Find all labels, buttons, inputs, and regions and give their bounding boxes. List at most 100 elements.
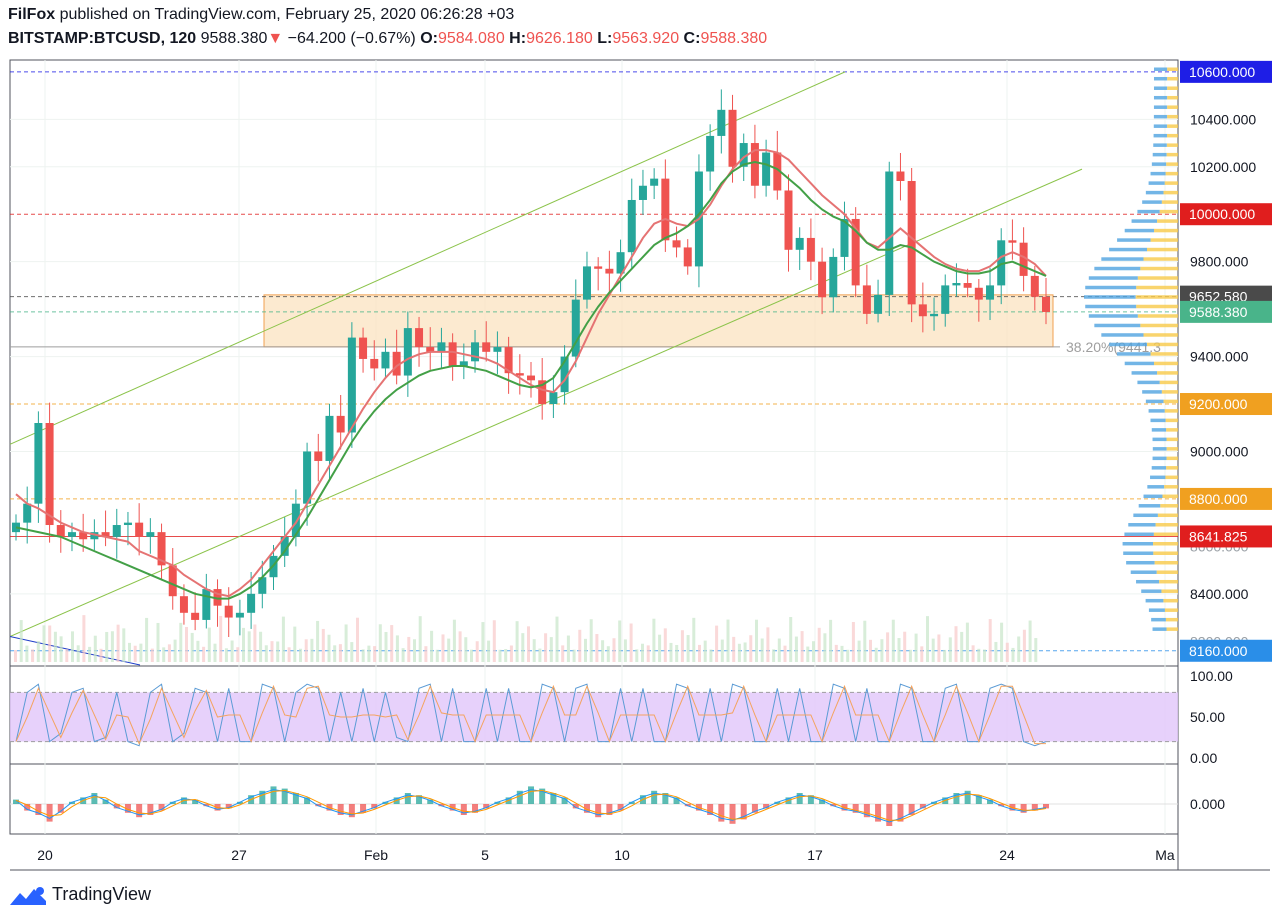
volume-profile-bar <box>1131 219 1158 223</box>
candle-body <box>179 596 188 613</box>
price-tick-label: 10200.000 <box>1190 159 1256 175</box>
volume-bar <box>321 628 325 662</box>
volume-bar <box>110 631 114 662</box>
volume-bar <box>857 640 861 662</box>
candle-body <box>34 423 43 504</box>
volume-bar <box>509 645 513 662</box>
candle-body <box>582 266 591 300</box>
volume-bar <box>960 631 964 662</box>
volume-bar <box>344 624 348 662</box>
candle-body <box>773 152 782 191</box>
volume-bar <box>737 643 741 662</box>
volume-bar <box>777 638 781 662</box>
volume-bar <box>618 620 622 662</box>
volume-profile-bar <box>1159 579 1178 584</box>
candle-body <box>672 240 681 248</box>
macd-histogram-bar <box>124 804 131 813</box>
candle-body <box>840 218 849 257</box>
volume-profile-bar <box>1154 228 1178 233</box>
volume-profile-bar <box>1153 551 1178 555</box>
volume-bar <box>224 648 228 662</box>
price-tag-label: 8641.825 <box>1189 528 1248 544</box>
volume-bar <box>971 645 975 662</box>
price-tick-label: 9000.000 <box>1190 443 1249 459</box>
volume-bar <box>806 646 810 662</box>
volume-bar <box>76 645 80 662</box>
macd-histogram-bar <box>360 804 367 813</box>
macd-histogram-bar <box>796 793 803 804</box>
volume-bar <box>663 628 667 662</box>
volume-profile-bar <box>1153 114 1168 119</box>
price-tag <box>1180 203 1272 226</box>
price-tag <box>1180 60 1272 83</box>
volume-profile-bar <box>1142 390 1162 394</box>
volume-profile-bar <box>1154 361 1178 366</box>
volume-profile-bar <box>1153 532 1178 537</box>
volume-bar <box>367 645 371 662</box>
volume-bar <box>481 622 485 662</box>
volume-bar <box>652 618 656 662</box>
tradingview-brand[interactable]: TradingView <box>10 884 151 905</box>
volume-profile-bar <box>1150 352 1178 356</box>
volume-bar <box>356 617 359 662</box>
price-tag-label: 8800.000 <box>1189 491 1248 507</box>
volume-profile-bar <box>1166 447 1178 451</box>
candle-body <box>437 342 446 352</box>
time-tick-label: 17 <box>807 847 823 863</box>
candle-body <box>168 565 177 597</box>
low-value: 9563.920 <box>612 30 680 47</box>
volume-bar <box>65 649 69 662</box>
volume-profile-bar <box>1151 162 1167 166</box>
macd-histogram-bar <box>281 788 288 804</box>
author-name[interactable]: FilFox <box>8 6 56 23</box>
volume-bar <box>680 630 684 662</box>
volume-bar <box>105 631 109 662</box>
macd-histogram-bar <box>236 801 243 804</box>
volume-bar <box>920 646 924 662</box>
volume-bar <box>247 631 251 662</box>
volume-profile-bar <box>1152 152 1167 157</box>
tradingview-logo-icon <box>10 886 46 905</box>
macd-histogram-bar <box>583 804 590 813</box>
candle-body <box>851 218 860 286</box>
volume-bar <box>1005 642 1009 662</box>
chart-publish-info: FilFox published on TradingView.com, Feb… <box>8 6 514 24</box>
volume-bar <box>732 636 736 662</box>
macd-histogram-bar <box>763 804 770 809</box>
resistance-zone <box>263 294 1054 348</box>
candle-body <box>896 171 905 181</box>
symbol-label[interactable]: BITSTAMP:BTCUSD, 120 <box>8 30 197 47</box>
volume-bar <box>378 624 382 662</box>
volume-bar <box>943 649 947 662</box>
macd-histogram-bar <box>46 804 53 822</box>
volume-bar <box>25 645 29 662</box>
volume-profile-bar <box>1165 171 1178 176</box>
volume-bar <box>1034 638 1038 662</box>
volume-profile-bar <box>1136 285 1178 290</box>
volume-bar <box>715 625 719 662</box>
volume-bar <box>994 641 998 662</box>
volume-profile-bar <box>1140 323 1178 328</box>
stoch-d-line <box>15 684 1046 745</box>
volume-bar <box>99 648 103 662</box>
volume-profile-bar <box>1145 399 1164 404</box>
macd-histogram-bar <box>561 797 568 804</box>
volume-bar <box>635 649 639 662</box>
volume-bar <box>874 647 878 662</box>
macd-histogram-bar <box>158 804 165 811</box>
volume-profile-bar <box>1133 513 1158 518</box>
candle-body <box>403 328 412 376</box>
candle-body <box>303 451 312 504</box>
volume-bar <box>470 649 473 662</box>
candle-body <box>717 109 726 136</box>
macd-histogram-bar <box>987 799 994 804</box>
volume-bar <box>937 634 941 662</box>
volume-profile-bar <box>1151 428 1167 432</box>
candle-body <box>90 532 99 540</box>
candle-body <box>538 380 547 405</box>
volume-bar <box>863 620 867 662</box>
volume-bar <box>555 616 559 662</box>
candle-body <box>359 337 368 359</box>
macd-histogram-bar <box>572 804 579 809</box>
